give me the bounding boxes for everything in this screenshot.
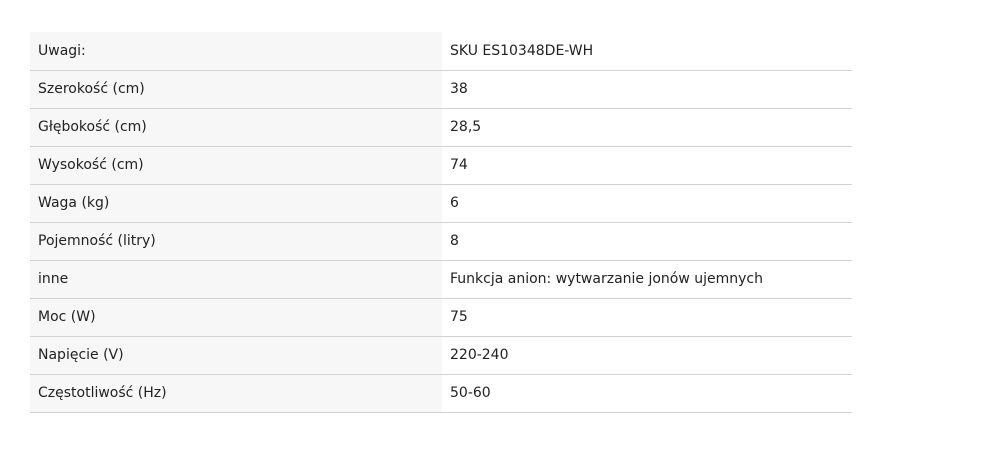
- spec-value: Funkcja anion: wytwarzanie jonów ujemnyc…: [442, 260, 852, 298]
- spec-row: Pojemność (litry) 8: [30, 222, 852, 260]
- spec-label: Waga (kg): [30, 184, 442, 222]
- spec-row: Częstotliwość (Hz) 50-60: [30, 374, 852, 412]
- spec-row: Uwagi: SKU ES10348DE-WH: [30, 32, 852, 70]
- spec-value: SKU ES10348DE-WH: [442, 32, 852, 70]
- spec-row: Szerokość (cm) 38: [30, 70, 852, 108]
- spec-label: Częstotliwość (Hz): [30, 374, 442, 412]
- spec-row: Wysokość (cm) 74: [30, 146, 852, 184]
- spec-value: 6: [442, 184, 852, 222]
- spec-value: 50-60: [442, 374, 852, 412]
- specifications-table: Uwagi: SKU ES10348DE-WH Szerokość (cm) 38 Gł…: [30, 32, 852, 413]
- spec-label: Moc (W): [30, 298, 442, 336]
- spec-value: 220-240: [442, 336, 852, 374]
- spec-label: inne: [30, 260, 442, 298]
- spec-label: Szerokość (cm): [30, 70, 442, 108]
- spec-label: Pojemność (litry): [30, 222, 442, 260]
- spec-row: Waga (kg) 6: [30, 184, 852, 222]
- spec-value: 74: [442, 146, 852, 184]
- spec-label: Wysokość (cm): [30, 146, 442, 184]
- spec-row: Moc (W) 75: [30, 298, 852, 336]
- spec-value: 75: [442, 298, 852, 336]
- spec-row: Napięcie (V) 220-240: [30, 336, 852, 374]
- spec-label: Uwagi:: [30, 32, 442, 70]
- spec-row: Głębokość (cm) 28,5: [30, 108, 852, 146]
- spec-value: 28,5: [442, 108, 852, 146]
- spec-label: Napięcie (V): [30, 336, 442, 374]
- spec-value: 38: [442, 70, 852, 108]
- spec-label: Głębokość (cm): [30, 108, 442, 146]
- spec-value: 8: [442, 222, 852, 260]
- spec-row: inne Funkcja anion: wytwarzanie jonów uje…: [30, 260, 852, 298]
